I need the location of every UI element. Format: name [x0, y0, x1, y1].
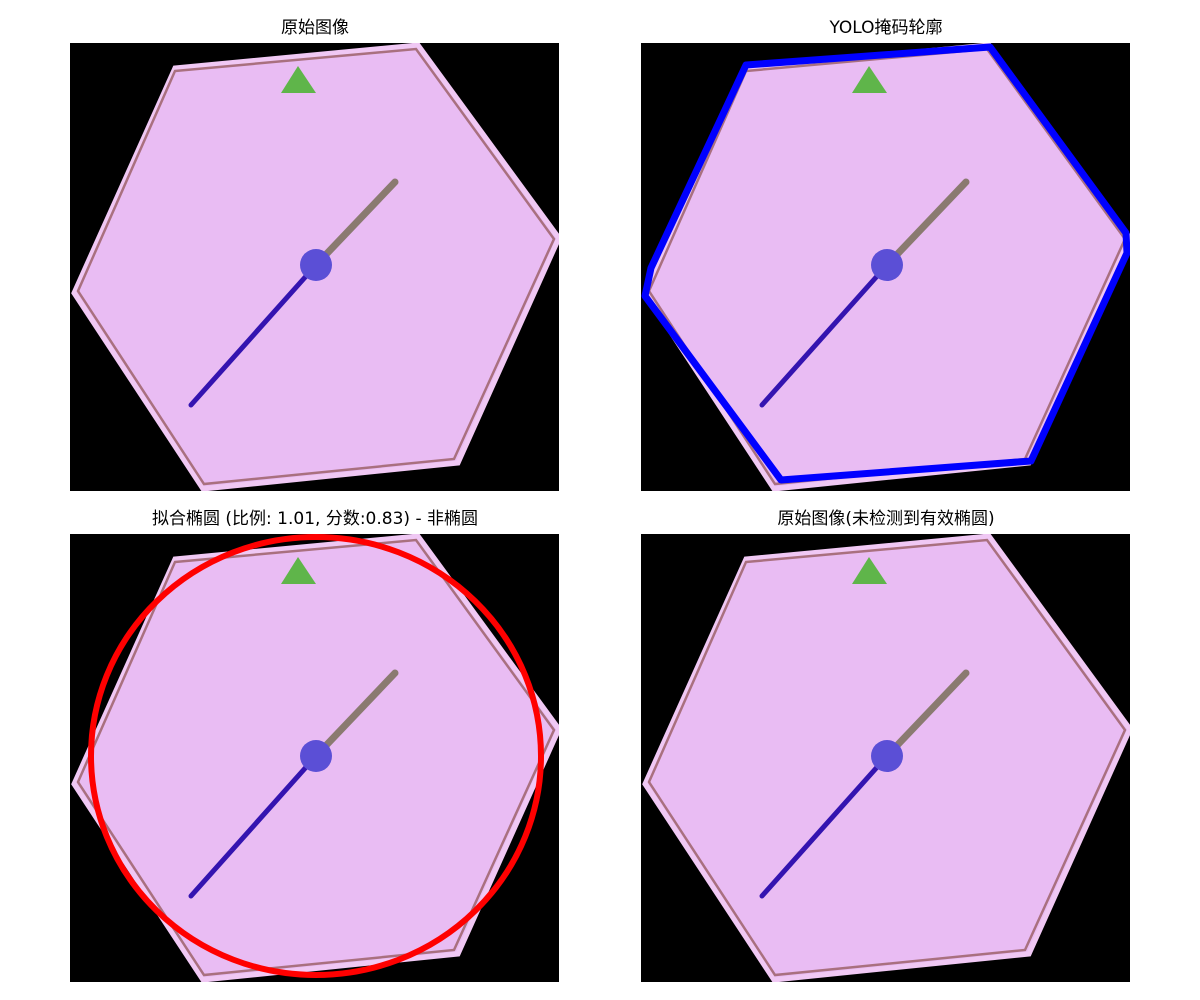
triangle-marker [281, 557, 316, 584]
hub-circle [871, 249, 903, 281]
hand-short [312, 178, 399, 269]
panel-title-original: 原始图像 [281, 18, 349, 38]
hub-circle [871, 740, 903, 772]
hand-long [759, 753, 890, 899]
hand-long [188, 753, 319, 899]
yolo-mask-contour [641, 43, 1130, 484]
panel-title-yolo-contour: YOLO掩码轮廓 [829, 18, 943, 38]
panel-fitted-ellipse [70, 534, 559, 982]
hand-long [759, 262, 890, 408]
panel-no-valid-ellipse [641, 534, 1130, 982]
panel-original-image [70, 43, 559, 491]
triangle-marker [852, 557, 887, 584]
fitted-ellipse [88, 534, 544, 978]
hub-circle [300, 740, 332, 772]
hub-circle [300, 249, 332, 281]
hand-short [312, 669, 399, 760]
panel-title-fitted-ellipse: 拟合椭圆 (比例: 1.01, 分数:0.83) - 非椭圆 [152, 509, 478, 529]
hand-short [883, 669, 970, 760]
panel-yolo-contour [641, 43, 1130, 491]
hand-short [883, 178, 970, 269]
hand-long [188, 262, 319, 408]
triangle-marker [852, 66, 887, 93]
triangle-marker [281, 66, 316, 93]
panel-title-no-ellipse: 原始图像(未检测到有效椭圆) [777, 509, 995, 529]
